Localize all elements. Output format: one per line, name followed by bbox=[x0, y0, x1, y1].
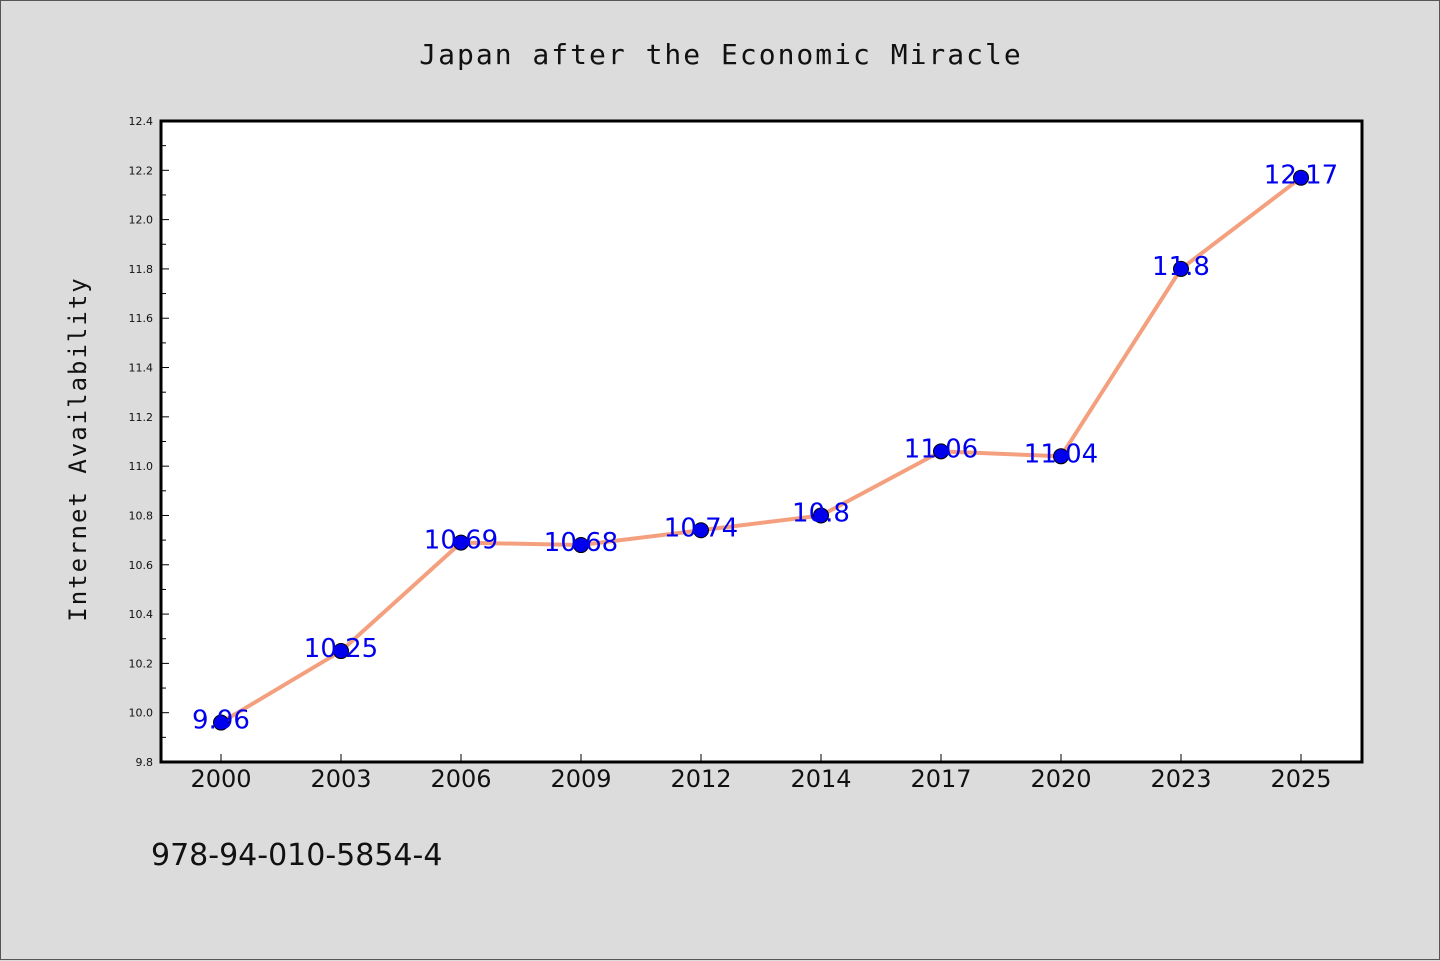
x-axis: 2000 2003 2006 2009 2012 2014 2017 2020 2023 2025 bbox=[190, 754, 1332, 793]
y-tick-label: 10.8 bbox=[129, 509, 154, 522]
y-tick-label: 11.0 bbox=[129, 460, 154, 473]
x-tick-label: 2017 bbox=[910, 765, 971, 793]
data-point bbox=[213, 714, 229, 731]
data-point bbox=[453, 534, 469, 551]
x-tick-label: 2012 bbox=[670, 765, 731, 793]
chart-title: Japan after the Economic Miracle bbox=[419, 38, 1022, 71]
data-point bbox=[813, 507, 829, 524]
data-label: 10.68 bbox=[544, 528, 618, 558]
y-tick-label: 11.2 bbox=[129, 411, 154, 424]
y-tick-label: 10.2 bbox=[129, 657, 154, 670]
y-tick-label: 11.4 bbox=[129, 362, 154, 375]
data-point bbox=[1053, 448, 1069, 465]
y-tick-label: 12.2 bbox=[129, 164, 154, 177]
data-label: 10.74 bbox=[664, 513, 738, 543]
data-label: 10.69 bbox=[424, 526, 498, 556]
y-tick-label: 10.0 bbox=[129, 707, 154, 720]
x-tick-label: 2000 bbox=[190, 765, 251, 793]
series-line bbox=[219, 176, 1303, 725]
x-tick-label: 2025 bbox=[1270, 765, 1331, 793]
x-tick-label: 2009 bbox=[550, 765, 611, 793]
y-tick-label: 12.0 bbox=[129, 214, 154, 227]
x-tick-label: 2003 bbox=[310, 765, 371, 793]
y-tick-label: 10.4 bbox=[129, 608, 154, 621]
plot-area bbox=[159, 119, 1364, 764]
x-tick-label: 2020 bbox=[1030, 765, 1091, 793]
data-point bbox=[1293, 169, 1309, 186]
footer-code: 978-94-010-5854-4 bbox=[151, 838, 442, 873]
data-label: 10.8 bbox=[792, 498, 850, 528]
data-label: 12.17 bbox=[1264, 161, 1338, 191]
y-tick-label: 12.4 bbox=[129, 115, 154, 128]
data-point bbox=[1173, 260, 1189, 277]
series-group bbox=[213, 169, 1309, 731]
data-label: 11.8 bbox=[1152, 252, 1210, 282]
y-axis: 9.8 10.0 10.2 10.4 10.6 10.8 11.0 11.2 11.4 11.6 1… bbox=[129, 115, 169, 769]
y-tick-label: 11.6 bbox=[129, 312, 154, 325]
data-label: 11.04 bbox=[1024, 439, 1098, 469]
y-tick-label: 9.8 bbox=[136, 756, 154, 769]
x-tick-label: 2023 bbox=[1150, 765, 1211, 793]
data-label: 11.06 bbox=[904, 434, 978, 464]
y-tick-label: 10.6 bbox=[129, 559, 154, 572]
data-point bbox=[693, 522, 709, 539]
data-point bbox=[933, 443, 949, 460]
data-label: 10.25 bbox=[304, 634, 378, 664]
data-point bbox=[573, 537, 589, 554]
x-tick-label: 2014 bbox=[790, 765, 851, 793]
y-axis-label: Internet Availability bbox=[64, 276, 92, 621]
data-labels: 9.96 10.25 10.69 10.68 10.74 10.8 11.06 11.04 11… bbox=[192, 161, 1338, 736]
data-label: 9.96 bbox=[192, 706, 250, 736]
y-tick-label: 11.8 bbox=[129, 263, 154, 276]
data-point bbox=[333, 643, 349, 660]
x-tick-label: 2006 bbox=[430, 765, 491, 793]
